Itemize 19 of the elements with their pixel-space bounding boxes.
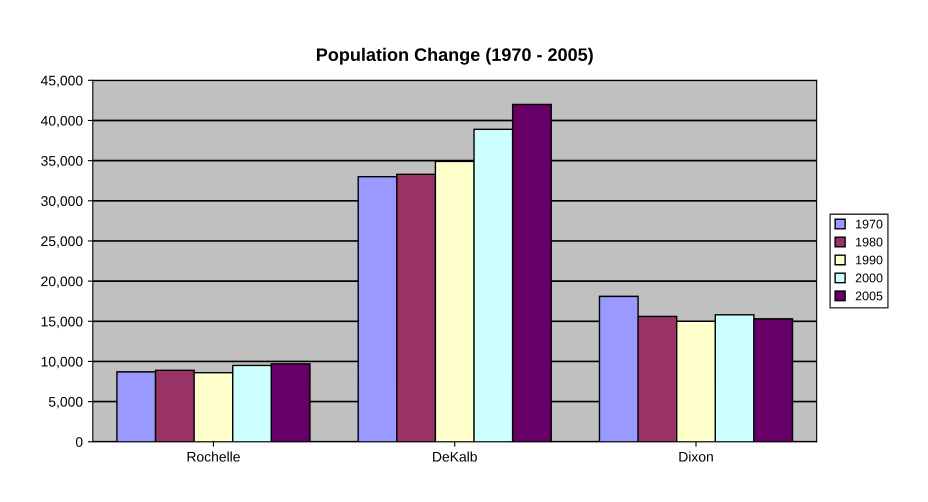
chart-title: Population Change (1970 - 2005) — [316, 48, 593, 65]
y-tick-label: 25,000 — [41, 236, 83, 248]
legend-label: 1990 — [856, 256, 882, 264]
y-tick-label: 35,000 — [41, 156, 83, 168]
y-tick-label: 45,000 — [40, 76, 83, 88]
x-tick-label: Dixon — [679, 451, 713, 462]
y-tick-label: 40,000 — [40, 116, 83, 128]
legend-label: 2005 — [856, 292, 882, 300]
y-tick-label: 10,000 — [42, 356, 83, 368]
x-tick-label: DeKalb — [433, 451, 477, 462]
y-tick-label: 20,000 — [41, 276, 83, 288]
y-tick-label: 15,000 — [42, 316, 83, 328]
legend-label: 1970 — [856, 220, 882, 228]
y-tick-label: 0 — [76, 437, 83, 447]
legend-label: 2000 — [856, 274, 882, 282]
y-tick-label: 5,000 — [48, 396, 83, 408]
y-tick-label: 30,000 — [41, 196, 83, 208]
legend-label: 1980 — [856, 238, 882, 246]
x-tick-label: Rochelle — [188, 451, 240, 462]
